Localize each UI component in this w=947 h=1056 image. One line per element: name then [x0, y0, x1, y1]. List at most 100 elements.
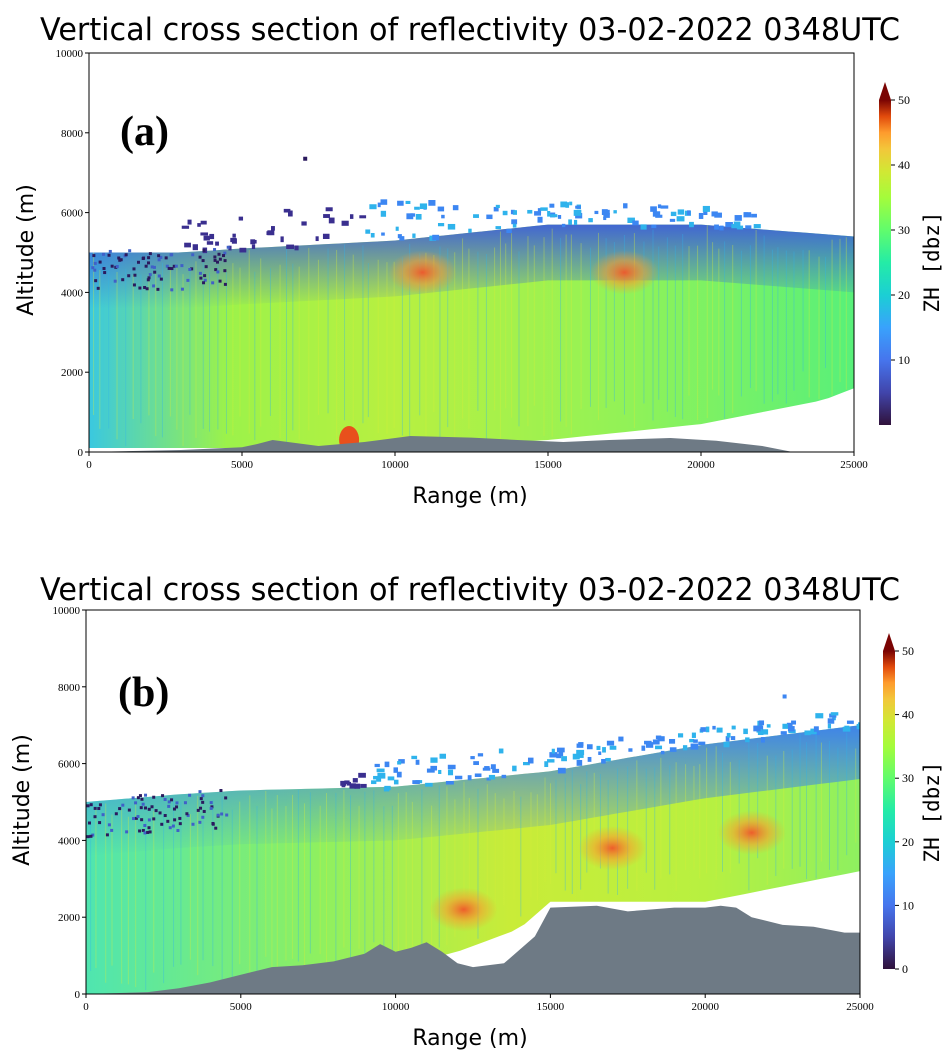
weak-echo-cell: [127, 274, 131, 278]
weak-echo-cell: [113, 279, 117, 283]
weak-echo-cell: [147, 807, 151, 811]
sparse-echo-cell: [437, 222, 445, 227]
sparse-echo-cell: [760, 737, 765, 743]
weak-echo-cell: [98, 821, 102, 825]
sparse-echo-cell: [703, 210, 708, 215]
weak-echo-cell: [93, 806, 97, 810]
weak-echo-cell: [166, 819, 170, 823]
sparse-echo-cell: [209, 233, 215, 240]
colorbar-tick-label: 50: [898, 93, 910, 107]
sparse-echo-cell: [203, 235, 210, 241]
weak-echo-cell: [180, 287, 184, 291]
weak-echo-cell: [144, 793, 148, 797]
weak-echo-cell: [178, 816, 182, 820]
sparse-echo-cell: [669, 747, 677, 752]
sparse-echo-cell: [650, 206, 657, 212]
weak-echo-cell: [167, 800, 171, 804]
axes-frame-a: [88, 52, 855, 453]
reflectivity-core: [717, 810, 786, 855]
sparse-echo-cell: [576, 749, 585, 755]
sparse-echo-cell: [287, 210, 293, 217]
sparse-echo-cell: [632, 220, 639, 226]
x-axis-ticks-a: 0 5000 10000 15000 20000 25000: [86, 452, 868, 471]
sparse-echo-cell: [495, 226, 502, 230]
sparse-echo-cell: [613, 210, 617, 214]
sparse-echo-cell: [547, 759, 555, 763]
weak-echo-cell: [121, 803, 125, 807]
sparse-echo-cell: [447, 223, 456, 230]
sparse-echo-cell: [745, 225, 752, 229]
sparse-echo-cell: [568, 219, 572, 225]
weak-echo-cell: [209, 801, 213, 805]
weak-echo-cell: [140, 818, 144, 822]
sparse-echo-cell: [573, 209, 582, 216]
weak-echo-cell: [134, 801, 138, 805]
weak-echo-cell: [167, 266, 171, 270]
sparse-echo-cell: [596, 745, 601, 750]
sparse-echo-cell: [804, 730, 811, 736]
weak-echo-cell: [86, 804, 90, 808]
sparse-echo-cell: [206, 241, 214, 245]
weak-echo-cell: [216, 813, 220, 817]
weak-echo-cell: [213, 258, 217, 262]
sparse-echo-cell: [669, 738, 676, 744]
y-tick-label: 2000: [58, 912, 81, 924]
sparse-echo-cell: [393, 767, 399, 773]
weak-echo-cell: [198, 790, 202, 794]
weak-echo-cell: [180, 264, 184, 268]
sparse-echo-cell: [556, 753, 562, 759]
sparse-echo-cell: [753, 725, 761, 732]
sparse-echo-cell: [760, 729, 769, 735]
sparse-echo-cell: [556, 747, 565, 753]
colorbar-tick-label: 20: [902, 835, 914, 849]
sparse-echo-cell: [360, 783, 367, 788]
colorbar-label-a: ZH [dbz]: [920, 211, 944, 312]
sparse-echo-cell: [540, 207, 548, 211]
sparse-echo-cell: [501, 774, 507, 779]
sparse-echo-cell: [369, 204, 377, 210]
weak-echo-cell: [173, 818, 177, 822]
sparse-echo-cell: [200, 232, 209, 236]
sparse-echo-cell: [557, 214, 562, 219]
weak-echo-cell: [211, 281, 215, 285]
sparse-echo-cell: [606, 740, 615, 746]
sparse-echo-cell: [238, 216, 244, 221]
weak-echo-cell: [160, 822, 164, 826]
weak-echo-cell: [136, 815, 140, 819]
sparse-echo-cell: [813, 726, 819, 732]
sparse-echo-cell: [725, 222, 733, 228]
sparse-echo-cell: [714, 212, 722, 218]
sparse-echo-cell: [267, 230, 275, 236]
weak-echo-cell: [201, 800, 205, 804]
sparse-echo-cell: [723, 741, 730, 748]
sparse-echo-cell: [428, 200, 436, 206]
sparse-echo-cell: [655, 745, 663, 750]
sparse-echo-cell: [425, 782, 433, 787]
sparse-echo-cell: [470, 756, 475, 760]
sparse-echo-cell: [349, 214, 354, 219]
colorbar-tick-label: 40: [898, 158, 910, 172]
weak-echo-cell: [170, 288, 174, 292]
sparse-echo-cell: [645, 742, 654, 748]
weak-echo-cell: [196, 808, 200, 812]
sparse-echo-cell: [725, 736, 730, 742]
sparse-echo-cell: [751, 213, 757, 218]
sparse-echo-cell: [550, 214, 558, 218]
weak-echo-cell: [188, 793, 192, 797]
weak-echo-cell: [91, 266, 95, 270]
sparse-echo-cell: [594, 210, 599, 215]
sparse-echo-cell: [731, 725, 736, 730]
sparse-echo-cell: [474, 773, 482, 777]
x-tick-label: 20000: [687, 459, 715, 471]
weak-echo-cell: [153, 270, 157, 274]
weak-echo-cell: [86, 835, 90, 839]
weak-echo-cell: [203, 278, 207, 282]
x-axis-ticks-b: 0 5000 10000 15000 20000 25000: [83, 994, 874, 1013]
y-tick-label: 10000: [53, 605, 81, 617]
weak-echo-cell: [152, 817, 156, 821]
sparse-echo-cell: [576, 752, 584, 758]
sparse-echo-cell: [537, 208, 542, 214]
weak-echo-cell: [165, 264, 169, 268]
sparse-echo-cell: [815, 713, 824, 719]
sparse-echo-cell: [376, 776, 382, 782]
